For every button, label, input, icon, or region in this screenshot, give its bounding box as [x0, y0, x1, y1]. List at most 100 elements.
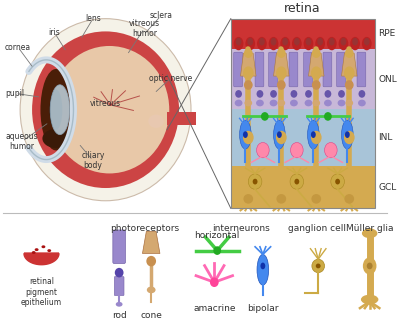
Ellipse shape — [317, 38, 323, 45]
Ellipse shape — [311, 66, 322, 80]
FancyBboxPatch shape — [234, 52, 242, 87]
Ellipse shape — [280, 37, 290, 50]
Polygon shape — [240, 53, 256, 76]
Text: bipolar: bipolar — [247, 304, 279, 313]
Ellipse shape — [42, 245, 45, 248]
Ellipse shape — [338, 99, 345, 106]
FancyBboxPatch shape — [231, 19, 374, 49]
Ellipse shape — [324, 143, 337, 158]
Text: rod: rod — [112, 311, 126, 320]
FancyBboxPatch shape — [231, 49, 374, 109]
FancyBboxPatch shape — [255, 52, 264, 87]
Text: ciliary
body: ciliary body — [81, 151, 105, 170]
Ellipse shape — [345, 48, 354, 58]
Ellipse shape — [324, 112, 332, 121]
Ellipse shape — [277, 80, 286, 90]
FancyBboxPatch shape — [114, 277, 124, 296]
Ellipse shape — [148, 115, 164, 128]
Text: INL: INL — [378, 133, 393, 142]
Ellipse shape — [358, 99, 366, 106]
Ellipse shape — [312, 48, 321, 58]
Text: cornea: cornea — [5, 43, 31, 52]
Ellipse shape — [276, 131, 287, 144]
Ellipse shape — [35, 248, 38, 251]
Ellipse shape — [358, 90, 365, 98]
Ellipse shape — [350, 37, 360, 50]
Ellipse shape — [261, 112, 269, 121]
Ellipse shape — [256, 143, 269, 158]
Text: retina: retina — [284, 2, 321, 15]
Text: iris: iris — [48, 28, 60, 37]
Ellipse shape — [290, 99, 298, 106]
Ellipse shape — [210, 278, 219, 287]
Ellipse shape — [240, 120, 251, 149]
Ellipse shape — [363, 257, 376, 275]
Text: horizontal: horizontal — [194, 231, 240, 240]
Ellipse shape — [324, 90, 331, 98]
Ellipse shape — [282, 38, 288, 45]
Ellipse shape — [256, 99, 264, 106]
Ellipse shape — [316, 263, 321, 268]
FancyBboxPatch shape — [167, 112, 196, 125]
Text: retinal
pigment
epithelium: retinal pigment epithelium — [21, 278, 62, 307]
Ellipse shape — [340, 38, 346, 45]
FancyBboxPatch shape — [304, 52, 312, 87]
Ellipse shape — [256, 90, 263, 98]
Ellipse shape — [311, 131, 322, 144]
Ellipse shape — [294, 179, 299, 185]
Ellipse shape — [312, 259, 324, 273]
Ellipse shape — [50, 46, 169, 174]
Text: vitreous: vitreous — [90, 99, 121, 108]
Polygon shape — [274, 53, 289, 76]
Ellipse shape — [306, 38, 312, 45]
Ellipse shape — [50, 85, 70, 135]
Polygon shape — [142, 232, 160, 253]
Ellipse shape — [50, 90, 62, 130]
Ellipse shape — [345, 131, 350, 138]
Ellipse shape — [274, 120, 285, 149]
Ellipse shape — [236, 38, 242, 45]
Ellipse shape — [260, 262, 265, 269]
Ellipse shape — [32, 251, 36, 254]
Ellipse shape — [312, 80, 321, 90]
Ellipse shape — [115, 268, 124, 278]
Ellipse shape — [308, 120, 319, 149]
Ellipse shape — [345, 80, 354, 90]
Ellipse shape — [277, 48, 286, 58]
Ellipse shape — [147, 287, 156, 293]
Text: ganglion cell: ganglion cell — [288, 224, 346, 233]
Ellipse shape — [32, 32, 179, 188]
Ellipse shape — [276, 66, 287, 80]
Ellipse shape — [345, 99, 353, 106]
Ellipse shape — [290, 90, 297, 98]
Ellipse shape — [244, 80, 253, 90]
Ellipse shape — [312, 194, 321, 204]
Text: amacrine: amacrine — [193, 304, 236, 313]
Text: Müller glia: Müller glia — [346, 224, 394, 233]
Ellipse shape — [344, 66, 355, 80]
FancyBboxPatch shape — [357, 52, 366, 87]
Ellipse shape — [305, 90, 312, 98]
Ellipse shape — [235, 99, 242, 106]
Ellipse shape — [294, 38, 300, 45]
FancyBboxPatch shape — [337, 52, 345, 87]
Ellipse shape — [40, 69, 72, 150]
Ellipse shape — [290, 143, 303, 158]
FancyBboxPatch shape — [231, 166, 374, 208]
Ellipse shape — [20, 19, 191, 201]
Ellipse shape — [277, 131, 282, 138]
Text: GCL: GCL — [378, 183, 397, 192]
Polygon shape — [342, 53, 357, 76]
Ellipse shape — [247, 38, 253, 45]
Ellipse shape — [116, 302, 122, 307]
Ellipse shape — [278, 99, 285, 106]
Ellipse shape — [331, 174, 344, 189]
Ellipse shape — [243, 66, 254, 80]
Ellipse shape — [311, 131, 316, 138]
Ellipse shape — [364, 38, 370, 45]
Text: interneurons: interneurons — [213, 224, 270, 233]
Ellipse shape — [243, 131, 248, 138]
Ellipse shape — [352, 38, 358, 45]
Ellipse shape — [244, 99, 252, 106]
Text: ONL: ONL — [378, 74, 397, 83]
